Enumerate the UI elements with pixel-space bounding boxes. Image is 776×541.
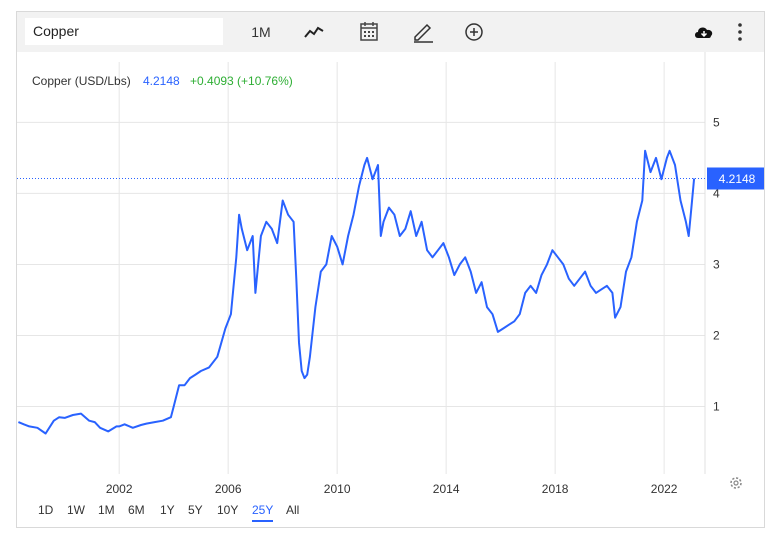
more-vertical-icon[interactable]: [733, 20, 747, 44]
range-button-1m[interactable]: 1M: [98, 503, 115, 517]
chart-widget: Copper 1M 1 2 3 4 5 2002 2006 2010 2014 2018 2022 4…: [16, 11, 765, 528]
calendar-icon[interactable]: [359, 20, 379, 44]
settings-gear-icon[interactable]: [728, 475, 744, 496]
price-chart[interactable]: 1 2 3 4 5 2002 2006 2010 2014 2018 2022 4.2148 Copp…: [17, 52, 764, 502]
y-tick-label: 1: [713, 400, 720, 414]
range-button-10y[interactable]: 10Y: [217, 503, 239, 517]
x-tick-label: 2010: [324, 482, 351, 496]
add-circle-icon[interactable]: [463, 20, 485, 44]
range-button-6m[interactable]: 6M: [128, 503, 145, 517]
legend-price: 4.2148: [143, 74, 180, 88]
range-button-1y[interactable]: 1Y: [160, 503, 175, 517]
x-tick-label: 2018: [542, 482, 569, 496]
range-button-1w[interactable]: 1W: [67, 503, 85, 517]
y-tick-label: 4: [713, 186, 720, 200]
x-tick-label: 2014: [433, 482, 460, 496]
line-chart-icon[interactable]: [303, 20, 325, 44]
legend-change: +0.4093 (+10.76%): [190, 74, 293, 88]
chart-toolbar: Copper 1M: [17, 12, 764, 52]
range-button-5y[interactable]: 5Y: [188, 503, 203, 517]
x-tick-label: 2006: [215, 482, 242, 496]
range-button-1d[interactable]: 1D: [38, 503, 54, 517]
legend-name: Copper (USD/Lbs): [32, 74, 131, 88]
last-price-tag-label: 4.2148: [719, 172, 756, 186]
last-price-tag: [707, 167, 764, 190]
symbol-search-input[interactable]: Copper: [25, 18, 223, 45]
x-tick-label: 2022: [651, 482, 678, 496]
pencil-icon[interactable]: [411, 20, 435, 44]
range-button-all[interactable]: All: [286, 503, 300, 517]
y-tick-label: 3: [713, 257, 720, 271]
cloud-download-icon[interactable]: [692, 20, 716, 44]
range-button-25y[interactable]: 25Y: [252, 503, 274, 522]
price-series-line: [18, 149, 696, 435]
x-tick-label: 2002: [106, 482, 133, 496]
y-tick-label: 2: [713, 328, 720, 342]
y-tick-label: 5: [713, 115, 720, 129]
period-selector-button[interactable]: 1M: [251, 24, 271, 40]
